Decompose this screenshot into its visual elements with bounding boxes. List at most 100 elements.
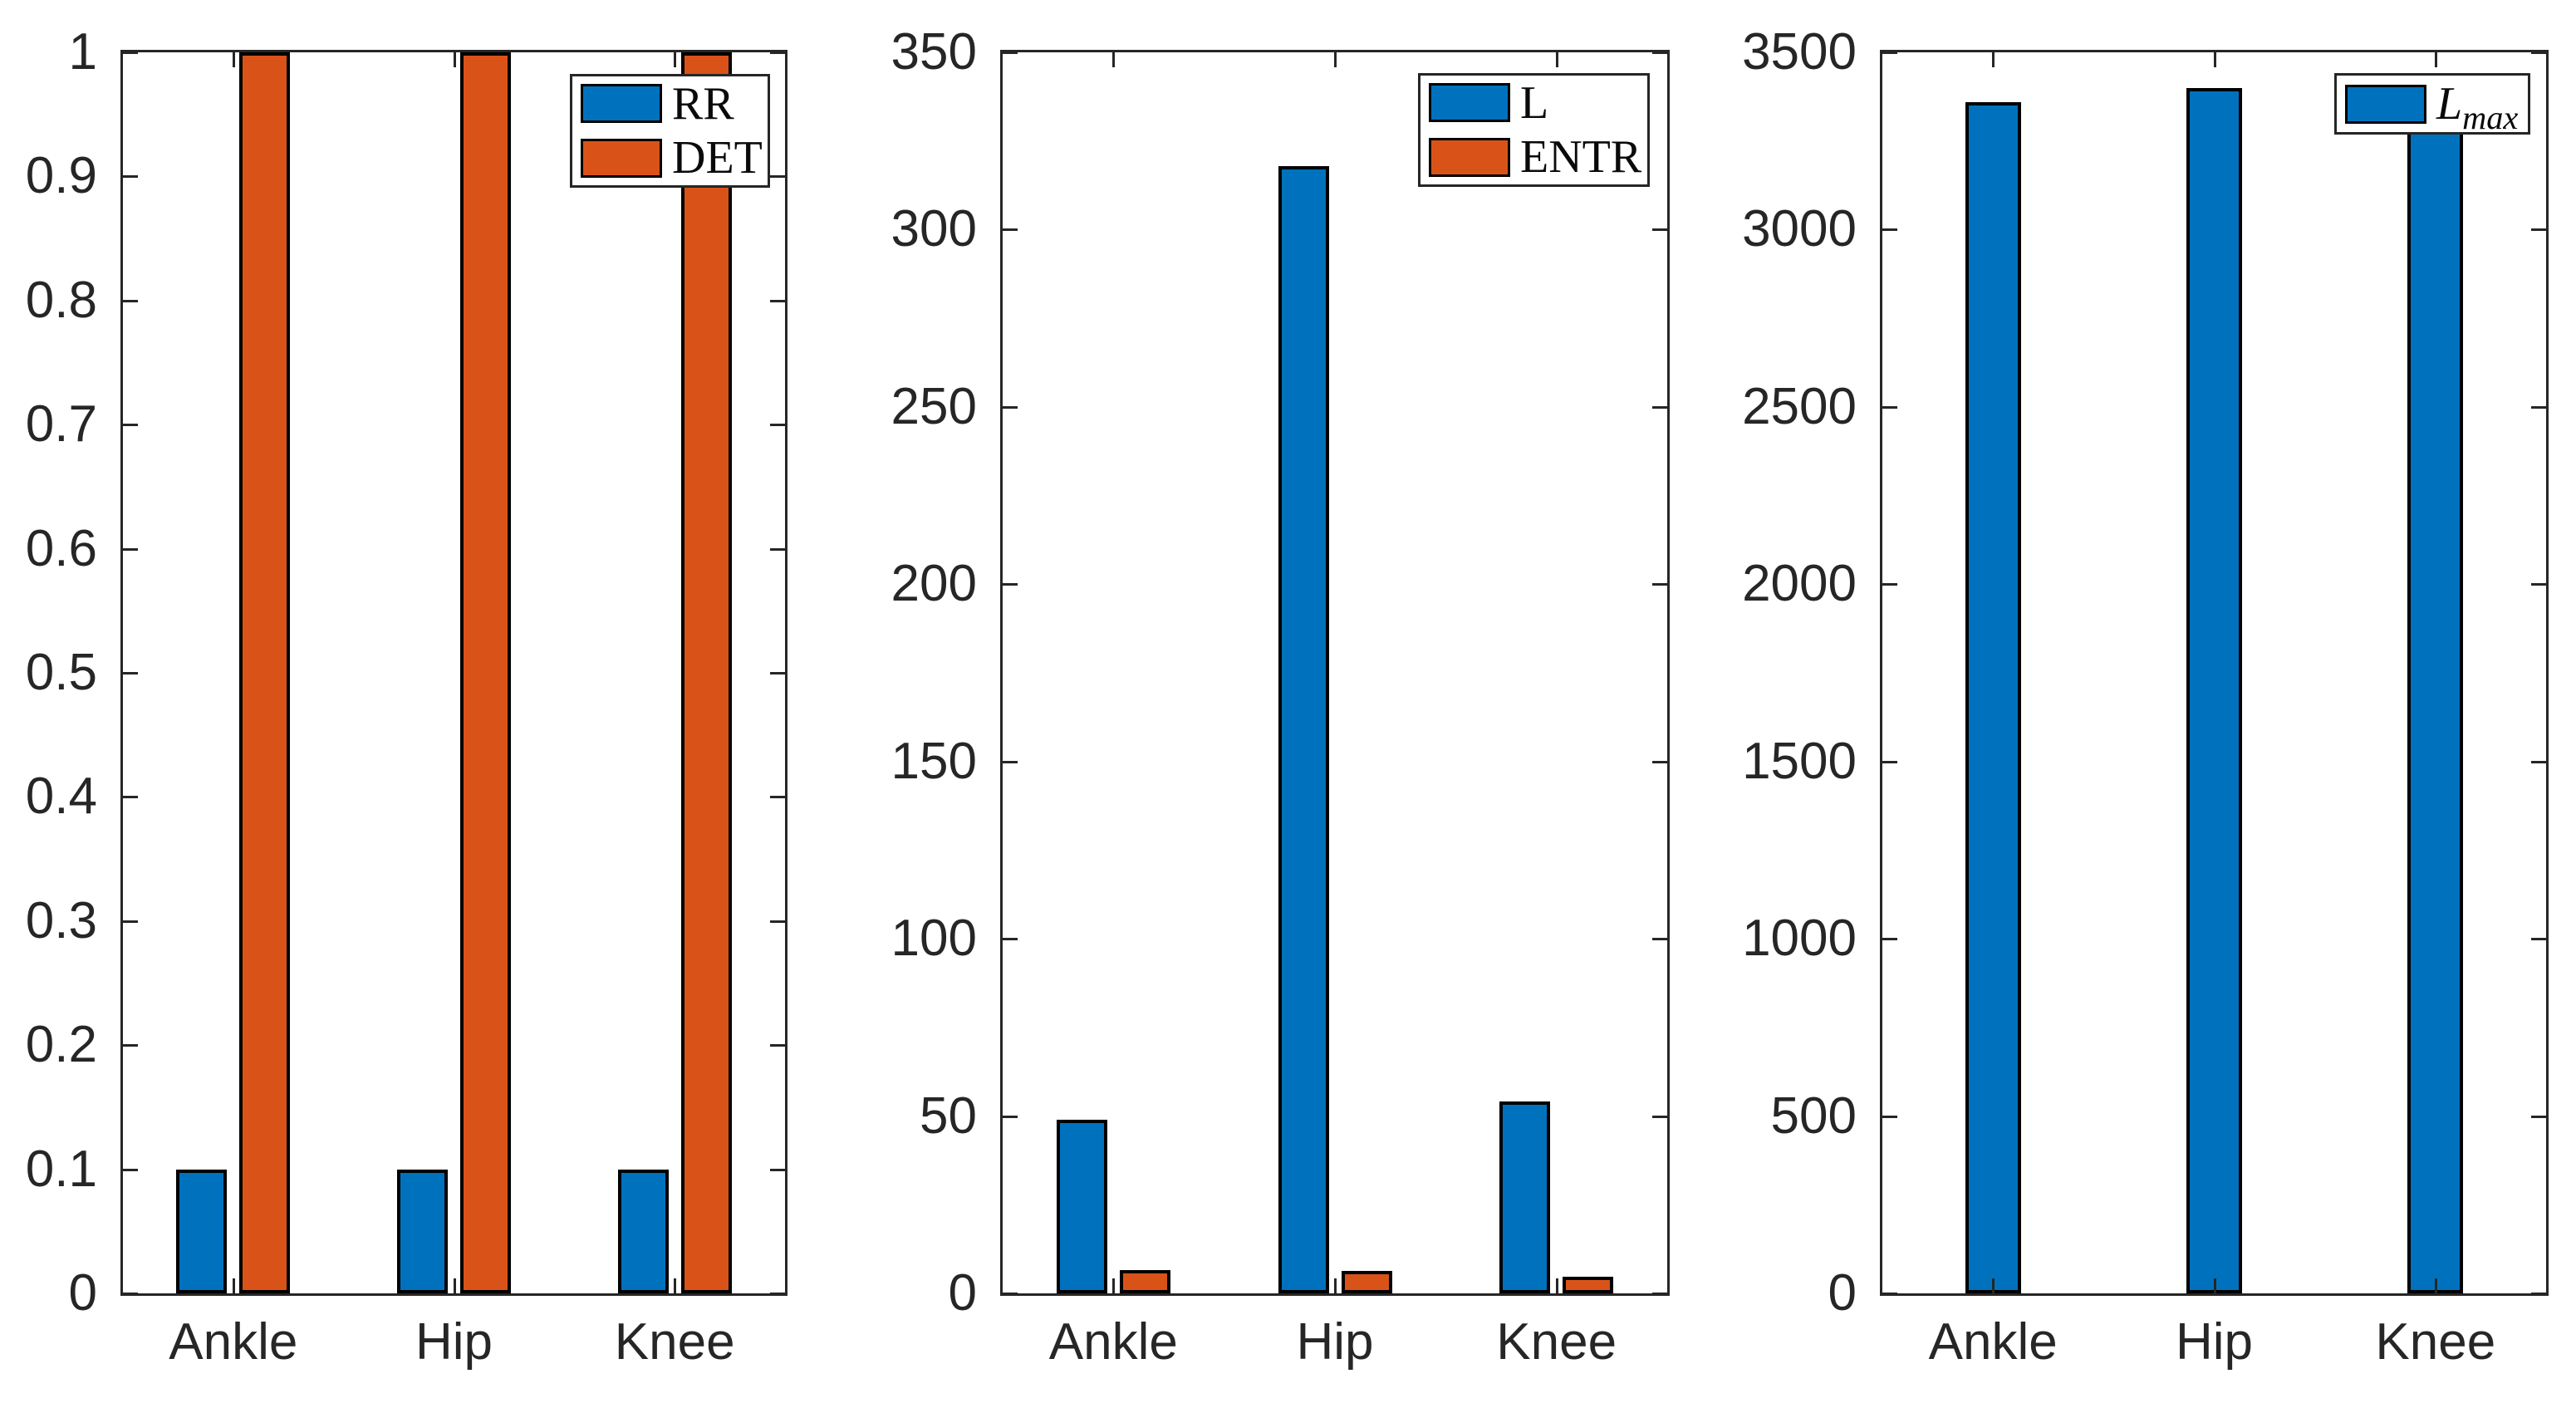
bar-DET-Hip: [460, 52, 511, 1293]
y-tick: [1003, 938, 1018, 941]
legend: RR DET: [570, 74, 770, 188]
y-tick-mirror: [770, 1044, 785, 1047]
legend: Lmax: [2334, 73, 2530, 135]
y-tick: [1882, 938, 1897, 941]
y-tick-label: 2000: [1742, 555, 1857, 613]
y-tick-label: 0: [948, 1264, 977, 1322]
x-tick: [2213, 1278, 2216, 1293]
y-tick: [123, 299, 138, 302]
subplot-2-axes: L ENTR: [1000, 50, 1670, 1296]
y-tick: [1003, 228, 1018, 232]
bar-RR-Knee: [617, 1170, 669, 1293]
x-tick-label: Knee: [2375, 1313, 2496, 1371]
bar-RR-Ankle: [176, 1170, 228, 1293]
x-tick: [453, 1278, 456, 1293]
y-tick-mirror: [1652, 1115, 1667, 1118]
legend-entry-ENTR: ENTR: [1420, 130, 1647, 185]
y-tick-mirror: [2531, 760, 2546, 763]
y-tick-mirror: [1652, 1293, 1667, 1295]
y-tick: [1882, 583, 1897, 586]
y-tick-mirror: [2531, 1293, 2546, 1295]
bar-DET-Knee: [680, 52, 732, 1293]
y-tick-label: 0.6: [25, 519, 97, 577]
y-tick-mirror: [2531, 938, 2546, 941]
x-tick-mirror: [2213, 52, 2216, 67]
y-tick-mirror: [770, 299, 785, 302]
y-tick-label: 3500: [1742, 23, 1857, 81]
x-tick: [674, 1278, 677, 1293]
legend-label-L: L: [1520, 76, 1549, 129]
bar-RR-Hip: [397, 1170, 448, 1293]
legend-entry-RR: RR: [572, 76, 768, 131]
y-tick: [1003, 760, 1018, 763]
y-tick-label: 0.1: [25, 1140, 97, 1198]
x-tick: [1555, 1278, 1558, 1293]
y-tick-mirror: [2531, 1115, 2546, 1118]
y-tick-mirror: [2531, 405, 2546, 409]
x-tick: [1112, 1278, 1116, 1293]
subplot-1-axes: RR DET: [120, 50, 788, 1296]
y-tick: [1882, 228, 1897, 232]
y-tick-label: 0.2: [25, 1016, 97, 1074]
x-tick: [1992, 1278, 1995, 1293]
y-tick-label: 0.4: [25, 768, 97, 826]
x-tick-mirror: [453, 52, 456, 67]
x-tick-label: Hip: [415, 1313, 493, 1371]
y-tick-label: 150: [891, 732, 977, 790]
y-tick-label: 0: [1828, 1264, 1857, 1322]
y-tick-mirror: [1652, 405, 1667, 409]
x-tick-mirror: [674, 52, 677, 67]
x-tick-mirror: [232, 52, 235, 67]
x-tick-label: Knee: [1496, 1313, 1617, 1371]
y-tick-label: 200: [891, 555, 977, 613]
x-tick: [232, 1278, 235, 1293]
x-tick-label: Ankle: [1928, 1313, 2058, 1371]
bar-L_max-Ankle: [1965, 102, 2021, 1293]
legend-swatch-L: [1429, 83, 1510, 123]
x-tick-label: Ankle: [1048, 1313, 1178, 1371]
legend: L ENTR: [1418, 73, 1650, 187]
y-tick: [1882, 1115, 1897, 1118]
y-tick-label: 1000: [1742, 910, 1857, 968]
y-tick-mirror: [2531, 228, 2546, 232]
legend-swatch-ENTR: [1429, 137, 1510, 177]
bar-L-Hip: [1278, 166, 1329, 1293]
legend-label-DET: DET: [672, 132, 763, 184]
subplot-3-axes: Lmax: [1880, 50, 2549, 1296]
y-tick-mirror: [2531, 52, 2546, 54]
y-tick: [1882, 1293, 1897, 1295]
x-tick-label: Hip: [2175, 1313, 2254, 1371]
y-tick: [1003, 1115, 1018, 1118]
x-tick-mirror: [1112, 52, 1116, 67]
y-tick-mirror: [770, 920, 785, 923]
y-tick: [123, 175, 138, 179]
y-tick: [123, 1168, 138, 1171]
y-tick-label: 0.5: [25, 644, 97, 701]
y-tick-label: 500: [1770, 1087, 1857, 1145]
y-tick-label: 1500: [1742, 732, 1857, 790]
y-tick: [123, 424, 138, 427]
y-tick-mirror: [2531, 583, 2546, 586]
bar-ENTR-Ankle: [1119, 1270, 1170, 1293]
y-tick-mirror: [770, 672, 785, 675]
y-tick-mirror: [1652, 938, 1667, 941]
x-tick-label: Knee: [614, 1313, 735, 1371]
x-tick: [1334, 1278, 1337, 1293]
bar-L_max-Knee: [2407, 123, 2464, 1293]
y-tick-mirror: [1652, 583, 1667, 586]
bar-L-Knee: [1499, 1101, 1551, 1293]
legend-swatch-RR: [581, 84, 662, 124]
y-tick: [123, 796, 138, 799]
y-tick-mirror: [770, 1293, 785, 1295]
bar-DET-Ankle: [239, 52, 291, 1293]
legend-entry-L_max: Lmax: [2337, 76, 2528, 135]
y-tick: [1003, 405, 1018, 409]
y-tick-label: 300: [891, 200, 977, 258]
y-tick: [1882, 760, 1897, 763]
y-tick-mirror: [770, 52, 785, 54]
x-tick-label: Hip: [1296, 1313, 1374, 1371]
y-tick-label: 0: [68, 1264, 97, 1322]
legend-entry-L: L: [1420, 76, 1647, 130]
y-tick-mirror: [770, 547, 785, 551]
